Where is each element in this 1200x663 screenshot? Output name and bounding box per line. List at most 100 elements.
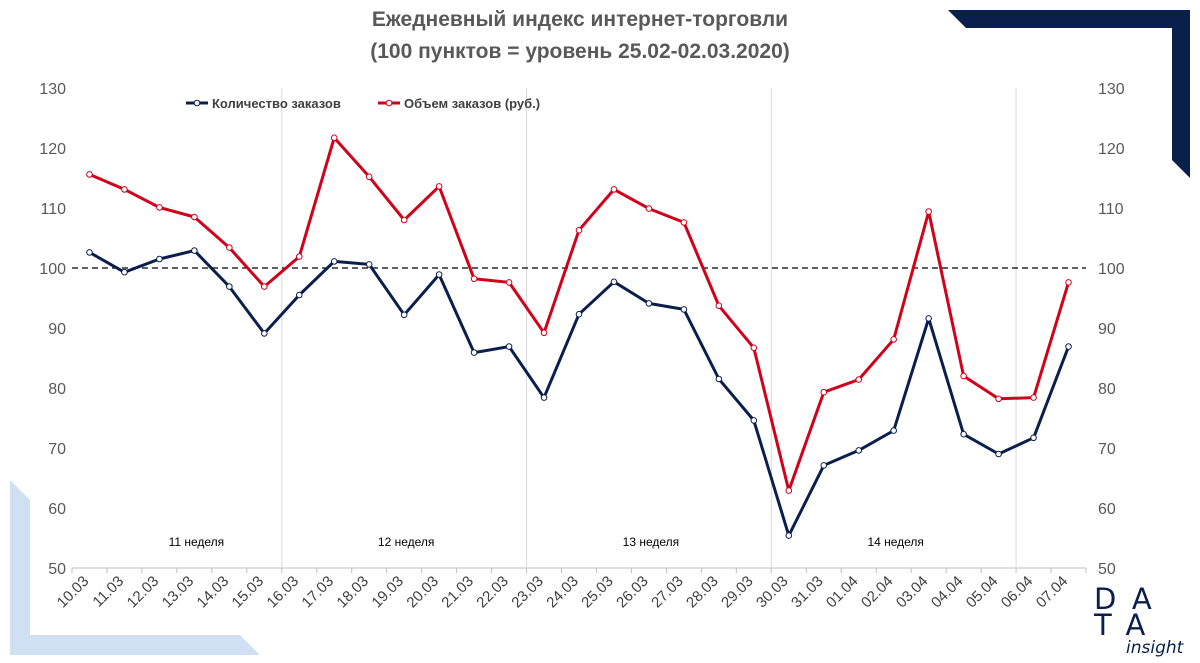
series-line-1 [88,249,1070,538]
y-tick-label-right: 80 [1098,381,1116,398]
data-point-series-2 [890,336,897,343]
chart-subtitle: (100 пунктов = уровень 25.02-02.03.2020) [370,40,790,63]
y-tick-label-left: 110 [40,201,66,218]
y-tick-label-right: 120 [1098,141,1125,158]
chart-title: Ежедневный индекс интернет-торговли [371,8,789,31]
corner-decoration-bottom-left [10,480,260,655]
x-tick-label: 26.03 [613,573,652,612]
data-point-series-2 [400,216,408,224]
data-point-series-2 [295,253,303,260]
data-point-series-1 [715,375,723,383]
y-tick-label-right: 60 [1098,501,1116,518]
week-label: 13 неделя [623,535,680,549]
x-tick-label: 30.03 [753,573,792,612]
x-tick-label: 31.03 [788,573,827,612]
data-point-series-2 [191,213,198,221]
x-tick-label: 14.03 [194,573,233,612]
y-tick-label-right: 130 [1098,81,1125,98]
data-point-series-2 [365,173,373,181]
data-point-series-2 [470,275,478,283]
x-tick-label: 19.03 [368,573,407,612]
x-tick-label: 16.03 [264,573,303,612]
data-point-series-2 [121,186,128,193]
legend: Количество заказов Объем заказов (руб.) [186,96,540,111]
x-tick-label: 13.03 [159,573,198,612]
y-tick-label-right: 100 [1098,261,1125,278]
data-point-series-1 [925,315,932,322]
data-point-series-2 [925,208,932,215]
data-point-series-1 [1065,343,1072,350]
data-point-series-1 [191,247,198,254]
data-point-series-2 [575,226,583,234]
x-tick-label: 06.04 [998,573,1037,612]
x-tick-label: 11.03 [89,573,127,611]
y-tick-label-right: 70 [1098,441,1116,458]
data-point-series-2 [156,204,163,211]
data-point-series-1 [505,343,513,350]
x-tick-label: 17.03 [298,573,337,612]
x-tick-label: 18.03 [333,573,372,612]
week-label: 14 неделя [867,535,924,549]
data-point-series-1 [330,258,338,265]
y-tick-label-right: 90 [1098,321,1116,338]
x-tick-label: 04.04 [928,573,967,612]
data-point-series-2 [855,376,863,383]
y-tick-label-left: 70 [48,441,66,458]
x-tick-label: 12.03 [124,573,163,612]
y-tick-label-left: 50 [48,561,66,578]
week-label: 11 неделя [169,535,225,549]
data-point-series-1 [575,310,583,318]
data-point-series-1 [470,349,478,356]
y-tick-label-left: 100 [39,261,66,278]
data-point-series-1 [960,430,967,438]
x-tick-label: 27.03 [648,573,687,612]
y-tick-label-left: 120 [39,141,66,158]
x-tick-label: 25.03 [578,573,617,612]
data-point-series-1 [156,255,163,263]
x-tick-label: 29.03 [718,573,757,612]
data-point-series-1 [890,427,897,434]
data-insight-logo: DA TA insight [1090,582,1190,662]
data-point-series-1 [680,306,688,313]
logo-text-row2: TA [1094,608,1162,642]
y-tick-label-left: 130 [39,81,66,98]
x-tick-label: 03.04 [893,573,932,612]
legend-label: Количество заказов [212,96,341,111]
data-point-series-2 [785,487,793,494]
y-tick-label-right: 50 [1098,561,1116,578]
data-point-series-1 [86,249,93,256]
x-tick-label: 23.03 [508,573,547,612]
data-point-series-2 [715,302,723,310]
data-point-series-2 [645,205,653,212]
data-point-series-2 [610,186,618,193]
data-point-series-1 [295,291,303,299]
week-label: 12 неделя [378,535,435,549]
logo-subtext: insight [1126,638,1184,658]
x-tick-label: 21.03 [438,573,477,612]
legend-swatch-marker [193,99,201,107]
x-tick-label: 02.04 [858,573,897,612]
data-point-series-1 [995,450,1002,458]
data-point-series-1 [610,278,618,286]
data-point-series-1 [400,311,408,319]
data-point-series-2 [1030,394,1037,401]
data-point-series-2 [1065,279,1072,286]
data-point-series-1 [261,330,268,337]
y-tick-label-right: 110 [1098,201,1124,218]
x-tick-label: 15.03 [229,573,268,612]
data-point-series-2 [261,283,268,290]
data-point-series-1 [226,283,233,290]
x-tick-label: 20.03 [403,573,442,612]
y-tick-label-left: 90 [48,321,66,338]
data-point-series-1 [365,261,373,268]
y-tick-label-left: 60 [48,501,66,518]
data-point-series-1 [785,532,793,539]
x-tick-label: 07.04 [1033,573,1072,612]
data-point-series-1 [750,417,758,424]
corner-decoration-top-right [948,10,1190,178]
data-point-series-1 [1030,434,1037,442]
legend-label: Объем заказов (руб.) [404,96,540,111]
data-point-series-1 [855,447,863,454]
data-point-series-2 [86,171,93,178]
